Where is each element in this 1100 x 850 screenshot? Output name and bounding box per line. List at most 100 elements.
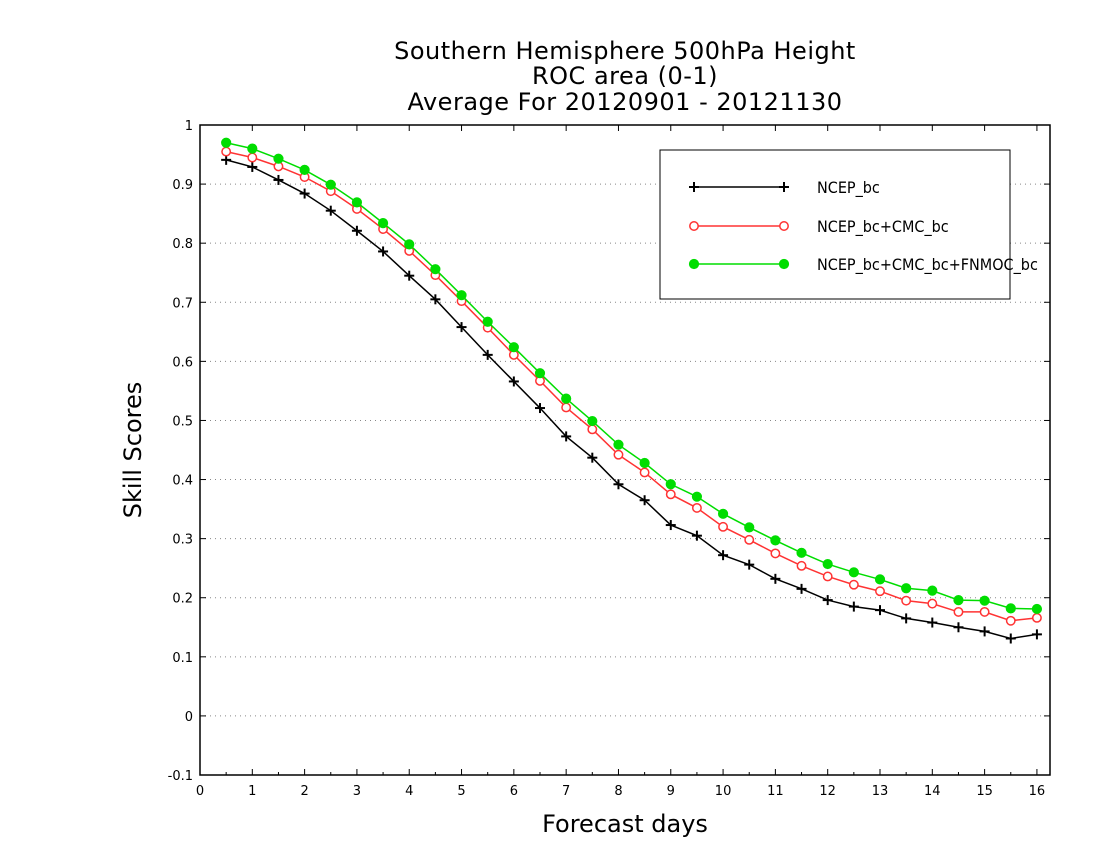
- legend-entry-2: NCEP_bc+CMC_bc: [689, 217, 949, 237]
- x-tick-label: 6: [510, 784, 518, 799]
- data-point: [325, 205, 336, 216]
- y-tick-label: 0.6: [172, 355, 193, 370]
- data-point: [901, 613, 912, 624]
- data-point: [1005, 615, 1016, 626]
- data-point: [273, 174, 284, 185]
- data-point: [822, 558, 833, 570]
- data-point: [718, 550, 729, 561]
- data-point: [587, 424, 598, 435]
- legend-entry-1: NCEP_bc: [689, 178, 880, 198]
- data-point: [927, 598, 938, 609]
- data-point: [299, 188, 310, 199]
- plot-frame: [199, 124, 1051, 776]
- y-tick-label: -0.1: [168, 769, 193, 784]
- data-point: [430, 264, 441, 275]
- data-point: [848, 567, 859, 578]
- series-2: [221, 146, 1042, 626]
- data-point: [848, 601, 859, 612]
- data-point: [221, 146, 232, 157]
- legend-label: NCEP_bc: [817, 178, 880, 198]
- data-point: [979, 606, 990, 617]
- data-point: [901, 595, 912, 606]
- data-point: [613, 479, 624, 490]
- y-tick-label: 0.3: [172, 533, 193, 548]
- data-point: [875, 586, 885, 597]
- data-point: [691, 502, 702, 513]
- data-point: [587, 415, 598, 427]
- x-tick-label: 1: [248, 784, 256, 799]
- legend-marker: [689, 221, 699, 231]
- data-point: [901, 583, 912, 594]
- y-tick-label: 0.2: [172, 592, 193, 607]
- data-point: [456, 290, 467, 301]
- legend-marker: [779, 221, 789, 231]
- data-point: [979, 626, 990, 637]
- x-tick-label: 4: [405, 784, 413, 799]
- chart-title-line-3: Average For 20120901 - 20121130: [407, 88, 843, 116]
- x-tick-label: 3: [353, 784, 361, 799]
- data-point: [613, 439, 624, 450]
- data-point: [822, 571, 833, 582]
- data-point: [299, 164, 310, 176]
- data-point: [953, 622, 964, 633]
- y-tick-label: 0.5: [172, 414, 193, 429]
- x-tick-label: 9: [667, 784, 675, 799]
- data-point: [639, 457, 650, 469]
- data-point: [561, 393, 572, 404]
- data-point: [1031, 603, 1043, 615]
- data-point: [691, 530, 702, 541]
- axis-ticks: -0.100.10.20.30.40.50.60.70.80.910 1 2 3 4 5 6…: [168, 119, 1050, 799]
- x-tick-label: 14: [924, 784, 941, 799]
- data-point: [639, 495, 650, 506]
- data-point: [927, 617, 938, 628]
- data-point: [1005, 633, 1016, 644]
- data-point: [717, 508, 729, 519]
- data-point: [430, 294, 441, 305]
- x-tick-label: 7: [562, 784, 570, 799]
- legend-box: [659, 149, 1011, 300]
- x-axis-label: Forecast days: [542, 810, 708, 838]
- data-point: [744, 534, 755, 545]
- data-point: [1031, 612, 1042, 623]
- gridlines: [200, 183, 1050, 717]
- legend-marker: [688, 258, 700, 270]
- series-1: [221, 154, 1042, 644]
- data-point: [534, 368, 546, 379]
- data-point: [953, 606, 964, 617]
- x-tick-label: 15: [976, 784, 993, 799]
- y-tick-label: 0.9: [172, 178, 193, 193]
- data-point: [325, 179, 336, 190]
- series-group: [221, 137, 1043, 644]
- data-point: [1005, 603, 1016, 614]
- x-tick-label: 11: [767, 784, 784, 799]
- legend-marker: [779, 182, 789, 192]
- x-tick-label: 13: [872, 784, 889, 799]
- data-point: [377, 217, 389, 229]
- data-point: [482, 349, 493, 360]
- y-tick-label: 0.1: [172, 651, 193, 666]
- data-point: [744, 522, 755, 533]
- series-3: [221, 137, 1043, 615]
- data-point: [508, 376, 519, 387]
- data-point: [875, 605, 885, 616]
- data-point: [822, 595, 833, 606]
- data-point: [508, 342, 519, 353]
- data-point: [378, 246, 389, 257]
- data-point: [351, 197, 363, 208]
- data-point: [770, 573, 781, 584]
- data-point: [482, 316, 493, 327]
- data-point: [796, 560, 807, 571]
- data-point: [691, 491, 703, 502]
- data-point: [561, 402, 572, 413]
- data-point: [874, 574, 886, 585]
- x-tick-label: 12: [819, 784, 836, 799]
- y-tick-label: 0.7: [172, 296, 193, 311]
- data-point: [1031, 629, 1042, 640]
- data-point: [351, 225, 362, 236]
- x-tick-label: 5: [457, 784, 465, 799]
- data-point: [718, 521, 729, 532]
- data-point: [665, 520, 676, 531]
- x-tick-label: 16: [1029, 784, 1046, 799]
- legend-marker: [689, 182, 699, 192]
- data-point: [744, 559, 755, 570]
